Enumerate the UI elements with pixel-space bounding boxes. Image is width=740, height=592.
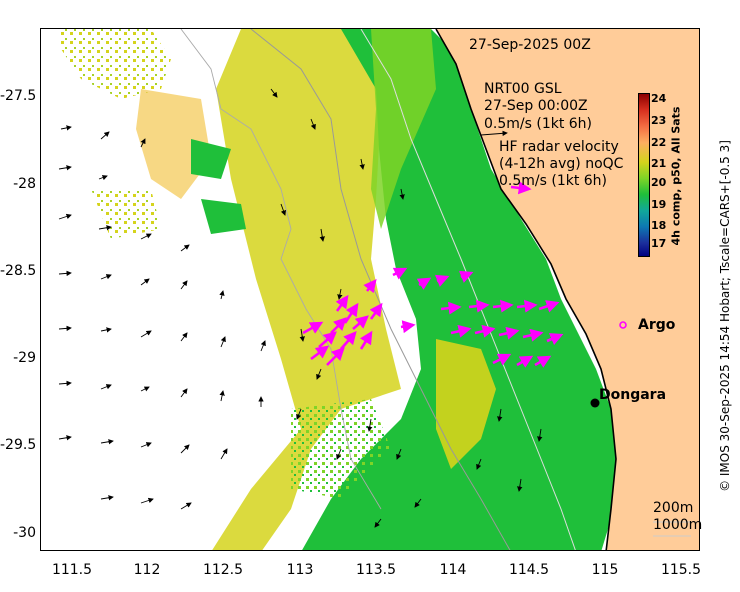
radar-avg: (4-12h avg) noQC	[499, 156, 624, 172]
contour-200m	[250, 29, 511, 550]
y-tick-label: -29.5	[0, 437, 37, 453]
colorbar-label: 4h comp, p50, All Sats	[669, 106, 683, 246]
sst-warm-band	[212, 29, 401, 550]
colorbar-tick-21: 21	[651, 157, 667, 170]
y-tick-label: -28.5	[0, 263, 37, 279]
colorbar-tick-23: 23	[651, 114, 667, 127]
sst-nearshore-yellow	[436, 339, 496, 469]
model-velocity-arrows	[58, 88, 543, 528]
y-tick-label: -29	[13, 350, 36, 366]
land-mass	[436, 29, 699, 550]
sst-green-blob	[191, 139, 231, 179]
hf-radar-arrows	[302, 181, 564, 368]
x-tick-label: 114.5	[508, 562, 550, 578]
colorbar-tick-22: 22	[651, 136, 667, 149]
sst-map	[41, 29, 699, 550]
colorbar-tick-20: 20	[651, 176, 667, 189]
sst-warm-patches	[61, 29, 171, 99]
contour-1000m	[180, 29, 382, 510]
y-tick-label: -28	[13, 176, 36, 192]
colorbar	[638, 93, 650, 257]
colorbar-tick-17: 17	[651, 237, 667, 250]
contour-200m-label: 200m	[653, 500, 694, 516]
x-tick-label: 115.5	[660, 562, 702, 578]
coastline	[435, 29, 617, 550]
colorbar-tick-24: 24	[651, 92, 667, 105]
model-time: 27-Sep 00:00Z	[484, 98, 588, 114]
x-tick-label: 113.5	[355, 562, 397, 578]
date-title: 27-Sep-2025 00Z	[469, 37, 591, 53]
x-tick-label: 112.5	[202, 562, 244, 578]
model-label: NRT00 GSL	[484, 81, 562, 97]
x-tick-label: 111.5	[51, 562, 93, 578]
argo-marker[interactable]	[619, 321, 627, 329]
credit-text: © IMOS 30-Sep-2025 14:54 Hobart; Tscale=…	[718, 140, 732, 492]
x-tick-label: 113	[286, 562, 314, 578]
model-scale: 0.5m/s (1kt 6h)	[484, 116, 593, 132]
argo-label: Argo	[638, 317, 676, 333]
dongara-label: Dongara	[599, 387, 667, 403]
colorbar-tick-18: 18	[651, 219, 667, 232]
colorbar-tick-19: 19	[651, 198, 667, 211]
radar-scale: 0.5m/s (1kt 6h)	[499, 173, 608, 189]
contour-1000m-label: 1000m	[653, 517, 703, 533]
x-tick-label: 112	[133, 562, 161, 578]
x-tick-label: 114	[439, 562, 467, 578]
x-tick-label: 115	[591, 562, 619, 578]
map-frame[interactable]	[40, 28, 700, 551]
sst-green-blob-2	[201, 199, 246, 234]
dongara-dot[interactable]	[590, 398, 600, 408]
y-tick-label: -30	[13, 525, 36, 541]
radar-title: HF radar velocity	[499, 139, 619, 155]
y-tick-label: -27.5	[0, 88, 37, 104]
sst-coastal-mix	[371, 29, 436, 229]
